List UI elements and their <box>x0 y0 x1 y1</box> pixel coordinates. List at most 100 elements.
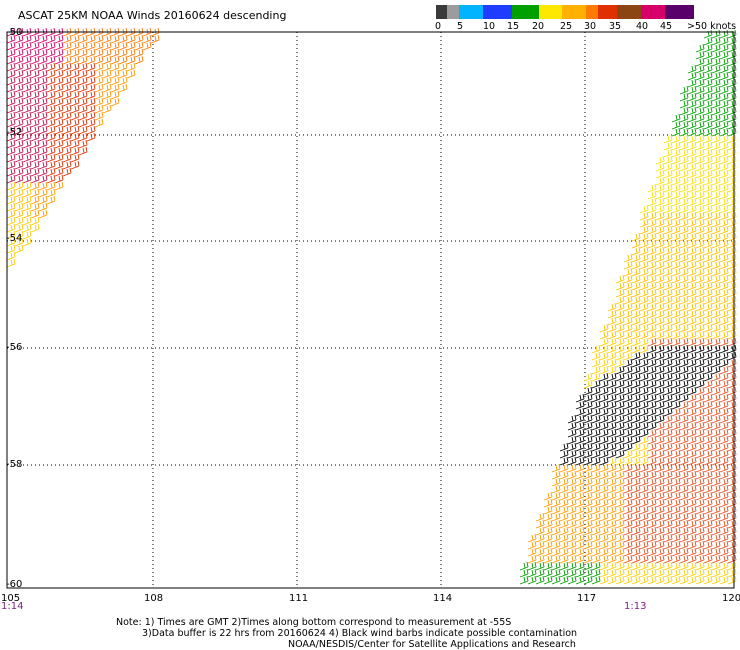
wind-barb <box>14 90 24 100</box>
wind-barb <box>126 41 136 51</box>
wind-barb <box>639 309 649 319</box>
wind-barb <box>687 463 697 473</box>
wind-barb <box>46 90 56 100</box>
wind-barb <box>655 505 665 515</box>
wind-barb <box>655 274 665 284</box>
wind-barb <box>6 209 16 219</box>
wind-barb <box>615 498 625 508</box>
wind-barb <box>679 456 689 466</box>
wind-barb <box>615 484 625 494</box>
wind-barb <box>663 484 673 494</box>
wind-barb <box>711 351 721 361</box>
wind-barb <box>687 379 697 389</box>
wind-barb <box>655 225 665 235</box>
wind-barb <box>46 34 56 44</box>
wind-barb <box>30 83 40 93</box>
wind-barb <box>535 547 545 557</box>
wind-barb <box>711 554 721 564</box>
wind-barb <box>655 281 665 291</box>
wind-barb <box>703 64 713 74</box>
wind-barb <box>671 554 681 564</box>
wind-barb <box>22 209 32 219</box>
wind-barb <box>711 29 721 39</box>
wind-barb <box>703 365 713 375</box>
wind-barb <box>22 181 32 191</box>
wind-barb <box>599 526 609 536</box>
colorbar-label-45: 45 <box>660 21 673 32</box>
wind-barb <box>711 442 721 452</box>
wind-barb <box>46 69 56 79</box>
wind-barb <box>14 160 24 170</box>
wind-barb <box>86 118 96 128</box>
wind-barb <box>623 568 633 578</box>
wind-barb <box>14 195 24 205</box>
wind-barb <box>655 232 665 242</box>
wind-barb <box>38 90 48 100</box>
wind-barb <box>639 204 649 214</box>
wind-barb <box>711 435 721 445</box>
wind-barb <box>591 442 601 452</box>
wind-barb <box>535 575 545 585</box>
wind-barb <box>559 554 569 564</box>
wind-barb <box>639 393 649 403</box>
wind-barb <box>695 519 705 529</box>
wind-barb <box>679 92 689 102</box>
wind-barb <box>631 358 641 368</box>
wind-barb <box>567 428 577 438</box>
wind-barb <box>70 160 80 170</box>
wind-barb <box>687 99 697 109</box>
wind-barb <box>639 330 649 340</box>
wind-barb <box>711 337 721 347</box>
wind-barb <box>134 34 144 44</box>
wind-barb <box>631 484 641 494</box>
wind-barb <box>727 428 737 438</box>
wind-barb <box>94 97 104 107</box>
wind-barb <box>639 281 649 291</box>
wind-barb <box>679 568 689 578</box>
wind-barb <box>46 48 56 58</box>
wind-barb <box>615 505 625 515</box>
wind-barb <box>6 167 16 177</box>
wind-barb <box>38 160 48 170</box>
wind-barb <box>631 351 641 361</box>
wind-barb <box>575 456 585 466</box>
wind-barb <box>623 274 633 284</box>
wind-barb <box>727 358 737 368</box>
wind-barb <box>719 281 729 291</box>
wind-barb <box>22 195 32 205</box>
wind-barb <box>647 358 657 368</box>
wind-barb <box>711 99 721 109</box>
wind-barb <box>647 183 657 193</box>
wind-barb <box>663 379 673 389</box>
wind-barb <box>118 62 128 72</box>
wind-barb <box>663 533 673 543</box>
wind-barb <box>22 139 32 149</box>
wind-barb <box>22 237 32 247</box>
wind-barb <box>631 239 641 249</box>
wind-barb <box>46 104 56 114</box>
wind-barb <box>639 463 649 473</box>
wind-barb <box>567 456 577 466</box>
wind-barb <box>647 561 657 571</box>
wind-barb <box>607 477 617 487</box>
wind-barb <box>639 365 649 375</box>
wind-barb <box>519 575 529 585</box>
wind-barb <box>687 211 697 221</box>
wind-barb <box>695 190 705 200</box>
wind-barb <box>687 477 697 487</box>
wind-barb <box>727 295 737 305</box>
wind-barb <box>535 540 545 550</box>
wind-barb <box>639 351 649 361</box>
wind-barb <box>711 561 721 571</box>
wind-barb <box>623 463 633 473</box>
wind-barb <box>575 519 585 529</box>
wind-barb <box>567 442 577 452</box>
wind-barb <box>711 491 721 501</box>
wind-barb <box>38 139 48 149</box>
wind-barb <box>711 274 721 284</box>
wind-barb <box>703 498 713 508</box>
wind-barb <box>711 246 721 256</box>
wind-barb <box>655 540 665 550</box>
wind-barb <box>727 36 737 46</box>
wind-barb <box>46 174 56 184</box>
